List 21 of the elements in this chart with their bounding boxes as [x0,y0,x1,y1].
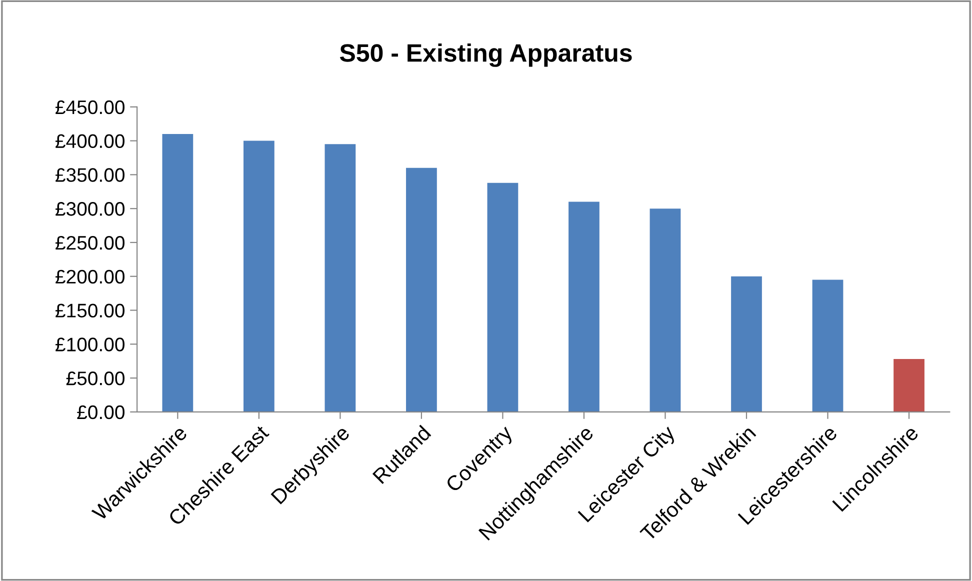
chart-title: S50 - Existing Apparatus [340,43,632,67]
bar [812,280,844,412]
bar [324,144,356,412]
y-tick-label: £50.00 [66,372,124,386]
y-tick-label: £250.00 [56,236,124,250]
y-tick-label: £150.00 [56,304,124,318]
bar [731,276,762,412]
bar [487,182,518,412]
y-tick-label: £400.00 [56,134,124,148]
bar [894,359,924,412]
bar [406,168,437,412]
y-tick-label: £200.00 [56,270,124,284]
y-tick-label: £300.00 [56,202,124,216]
y-tick-label: £350.00 [56,168,124,182]
bar [650,208,681,412]
bar [162,134,194,412]
y-tick-label: £100.00 [56,338,124,352]
bar [568,202,600,412]
bar [244,140,274,412]
y-tick-label: £450.00 [56,100,124,114]
y-tick-label: £0.00 [77,405,124,420]
